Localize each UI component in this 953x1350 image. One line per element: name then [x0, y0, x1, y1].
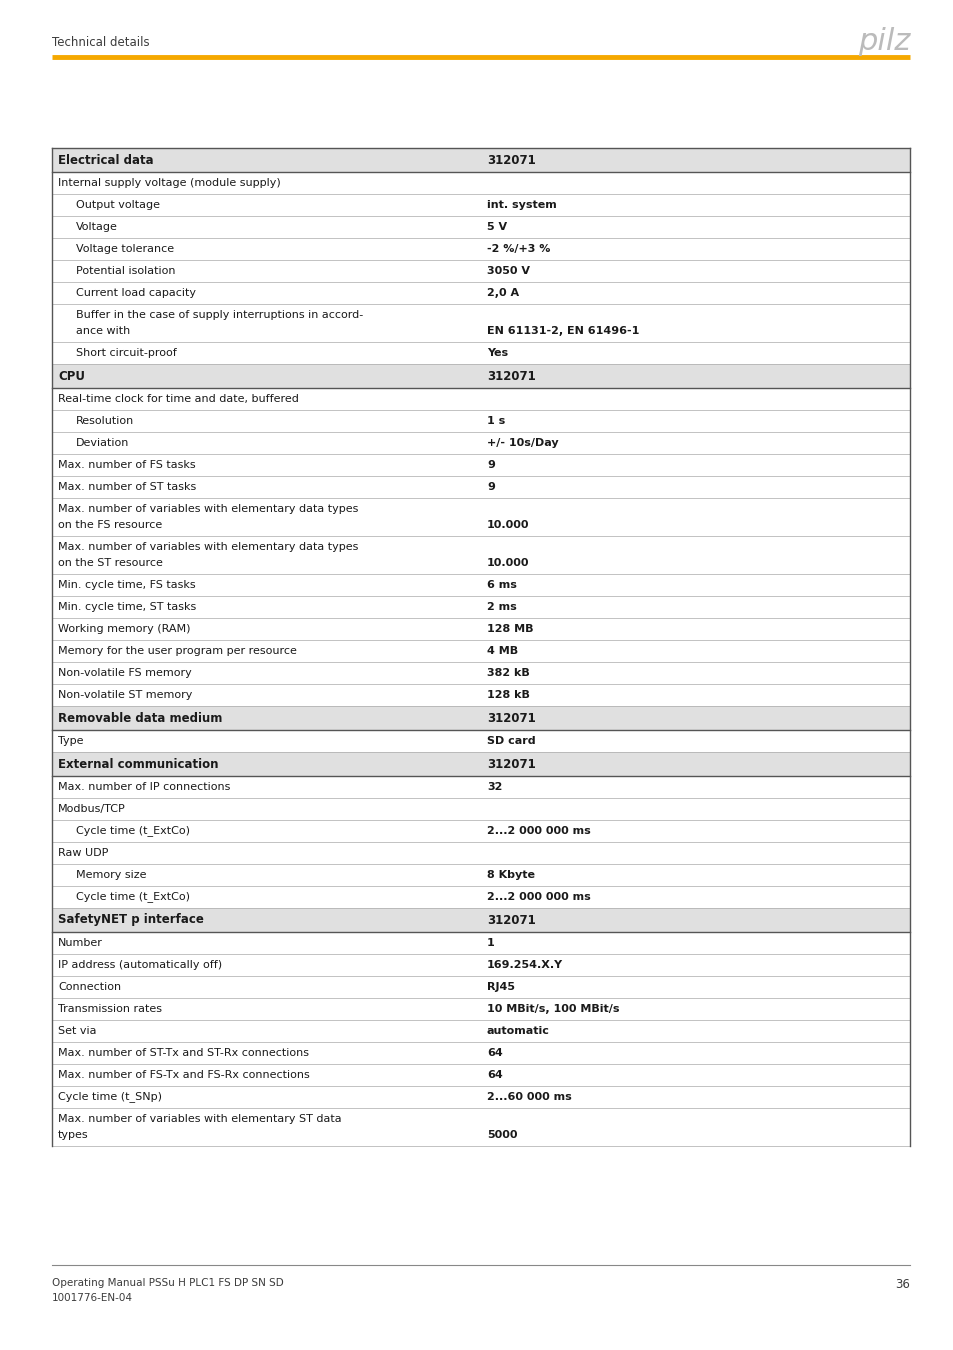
Text: Non-volatile FS memory: Non-volatile FS memory — [58, 668, 192, 678]
Text: 2...2 000 000 ms: 2...2 000 000 ms — [486, 892, 590, 902]
Text: Min. cycle time, FS tasks: Min. cycle time, FS tasks — [58, 580, 195, 590]
Text: Set via: Set via — [58, 1026, 96, 1035]
Text: -2 %/+3 %: -2 %/+3 % — [486, 244, 550, 254]
Text: EN 61131-2, EN 61496-1: EN 61131-2, EN 61496-1 — [486, 327, 639, 336]
Text: 169.254.X.Y: 169.254.X.Y — [486, 960, 562, 971]
Text: Real-time clock for time and date, buffered: Real-time clock for time and date, buffe… — [58, 394, 298, 404]
Text: Max. number of ST tasks: Max. number of ST tasks — [58, 482, 196, 491]
Text: Voltage tolerance: Voltage tolerance — [76, 244, 174, 254]
Text: Output voltage: Output voltage — [76, 200, 160, 211]
Text: Non-volatile ST memory: Non-volatile ST memory — [58, 690, 193, 701]
Text: Deviation: Deviation — [76, 437, 130, 448]
Text: +/- 10s/Day: +/- 10s/Day — [486, 437, 558, 448]
Text: 1 s: 1 s — [486, 416, 505, 427]
Bar — [52, 364, 909, 387]
Text: Technical details: Technical details — [52, 35, 150, 49]
Text: 32: 32 — [486, 782, 502, 792]
Text: Memory for the user program per resource: Memory for the user program per resource — [58, 647, 296, 656]
Text: on the FS resource: on the FS resource — [58, 520, 162, 531]
Text: Connection: Connection — [58, 981, 121, 992]
Text: 1001776-EN-04: 1001776-EN-04 — [52, 1293, 132, 1303]
Text: Max. number of variables with elementary data types: Max. number of variables with elementary… — [58, 504, 358, 513]
Text: 9: 9 — [486, 460, 495, 470]
Text: Removable data medium: Removable data medium — [58, 711, 222, 725]
Text: Number: Number — [58, 938, 103, 948]
Text: 128 kB: 128 kB — [486, 690, 529, 701]
Text: Cycle time (t_SNp): Cycle time (t_SNp) — [58, 1092, 162, 1103]
Text: 382 kB: 382 kB — [486, 668, 529, 678]
Text: 64: 64 — [486, 1071, 502, 1080]
Text: ance with: ance with — [76, 327, 131, 336]
Text: Internal supply voltage (module supply): Internal supply voltage (module supply) — [58, 178, 280, 188]
Text: 10.000: 10.000 — [486, 559, 529, 568]
Text: Cycle time (t_ExtCo): Cycle time (t_ExtCo) — [76, 826, 190, 837]
Text: 312071: 312071 — [486, 711, 536, 725]
Text: Min. cycle time, ST tasks: Min. cycle time, ST tasks — [58, 602, 196, 612]
Text: 3050 V: 3050 V — [486, 266, 530, 275]
Text: 2,0 A: 2,0 A — [486, 288, 518, 298]
Text: Electrical data: Electrical data — [58, 154, 153, 166]
Bar — [52, 706, 909, 730]
Text: Max. number of FS-Tx and FS-Rx connections: Max. number of FS-Tx and FS-Rx connectio… — [58, 1071, 310, 1080]
Text: 2...60 000 ms: 2...60 000 ms — [486, 1092, 571, 1102]
Text: 312071: 312071 — [486, 914, 536, 926]
Bar — [52, 148, 909, 171]
Text: 2 ms: 2 ms — [486, 602, 517, 612]
Text: 8 Kbyte: 8 Kbyte — [486, 869, 535, 880]
Text: 5000: 5000 — [486, 1130, 517, 1141]
Text: 10.000: 10.000 — [486, 520, 529, 531]
Text: Memory size: Memory size — [76, 869, 147, 880]
Text: Working memory (RAM): Working memory (RAM) — [58, 624, 191, 634]
Text: RJ45: RJ45 — [486, 981, 515, 992]
Text: Cycle time (t_ExtCo): Cycle time (t_ExtCo) — [76, 891, 190, 902]
Text: SafetyNET p interface: SafetyNET p interface — [58, 914, 204, 926]
Text: 64: 64 — [486, 1048, 502, 1058]
Text: SD card: SD card — [486, 736, 535, 747]
Text: Short circuit-proof: Short circuit-proof — [76, 348, 176, 358]
Text: Voltage: Voltage — [76, 221, 118, 232]
Text: 5 V: 5 V — [486, 221, 507, 232]
Text: External communication: External communication — [58, 757, 218, 771]
Text: Resolution: Resolution — [76, 416, 134, 427]
Text: 128 MB: 128 MB — [486, 624, 533, 634]
Text: 2...2 000 000 ms: 2...2 000 000 ms — [486, 826, 590, 836]
Bar — [52, 752, 909, 776]
Text: 36: 36 — [894, 1278, 909, 1291]
Text: int. system: int. system — [486, 200, 557, 211]
Text: 6 ms: 6 ms — [486, 580, 517, 590]
Text: 4 MB: 4 MB — [486, 647, 517, 656]
Text: 10 MBit/s, 100 MBit/s: 10 MBit/s, 100 MBit/s — [486, 1004, 618, 1014]
Text: Type: Type — [58, 736, 84, 747]
Text: Max. number of variables with elementary data types: Max. number of variables with elementary… — [58, 541, 358, 552]
Text: pilz: pilz — [857, 27, 909, 57]
Text: 9: 9 — [486, 482, 495, 491]
Text: 312071: 312071 — [486, 154, 536, 166]
Text: Potential isolation: Potential isolation — [76, 266, 175, 275]
Text: Buffer in the case of supply interruptions in accord-: Buffer in the case of supply interruptio… — [76, 309, 363, 320]
Text: on the ST resource: on the ST resource — [58, 559, 163, 568]
Text: Transmission rates: Transmission rates — [58, 1004, 162, 1014]
Text: Max. number of ST-Tx and ST-Rx connections: Max. number of ST-Tx and ST-Rx connectio… — [58, 1048, 309, 1058]
Text: Max. number of FS tasks: Max. number of FS tasks — [58, 460, 195, 470]
Text: IP address (automatically off): IP address (automatically off) — [58, 960, 222, 971]
Text: Max. number of IP connections: Max. number of IP connections — [58, 782, 230, 792]
Text: 1: 1 — [486, 938, 495, 948]
Text: types: types — [58, 1130, 89, 1141]
Text: automatic: automatic — [486, 1026, 549, 1035]
Text: Current load capacity: Current load capacity — [76, 288, 195, 298]
Text: Raw UDP: Raw UDP — [58, 848, 109, 859]
Text: Modbus/TCP: Modbus/TCP — [58, 805, 126, 814]
Text: 312071: 312071 — [486, 757, 536, 771]
Text: Operating Manual PSSu H PLC1 FS DP SN SD: Operating Manual PSSu H PLC1 FS DP SN SD — [52, 1278, 283, 1288]
Text: Yes: Yes — [486, 348, 508, 358]
Text: 312071: 312071 — [486, 370, 536, 382]
Text: Max. number of variables with elementary ST data: Max. number of variables with elementary… — [58, 1114, 341, 1123]
Text: CPU: CPU — [58, 370, 85, 382]
Bar — [52, 909, 909, 931]
